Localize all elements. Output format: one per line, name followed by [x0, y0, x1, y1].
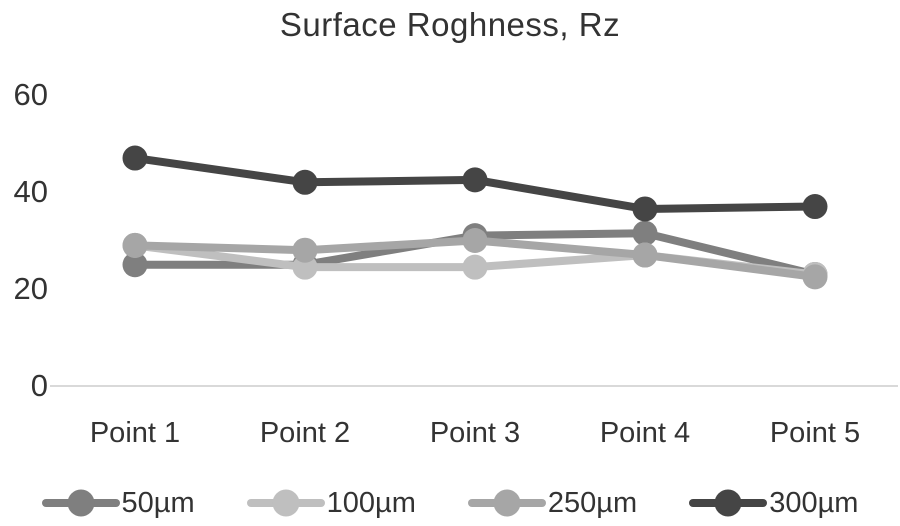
- x-category-label-1: Point 1: [89, 417, 181, 449]
- marker-250um-point-5: [802, 264, 828, 290]
- legend-label-300um: 300µm: [769, 487, 859, 519]
- legend-item-250um: 250µm: [467, 486, 638, 520]
- legend-marker-line-50um: [41, 489, 120, 517]
- marker-300um-point-5: [802, 194, 828, 220]
- legend: 50µm 100µm 250µm 300µm: [0, 486, 900, 520]
- marker-300um-point-1: [122, 145, 148, 171]
- marker-50um-point-4: [632, 220, 658, 246]
- legend-item-50um: 50µm: [41, 486, 195, 520]
- legend-marker-dot-100um: [272, 489, 300, 517]
- marker-100um-point-3: [462, 254, 488, 280]
- plot-area: [50, 145, 898, 387]
- marker-50um-point-1: [122, 252, 148, 278]
- legend-marker-dot-250um: [493, 489, 521, 517]
- legend-label-50um: 50µm: [121, 487, 195, 519]
- x-category-label-5: Point 5: [769, 417, 861, 449]
- legend-label-100um: 100µm: [326, 487, 416, 519]
- chart-title: Surface Roghness, Rz: [279, 6, 621, 43]
- legend-marker-dot-50um: [67, 489, 95, 517]
- legend-item-100um: 100µm: [246, 486, 416, 520]
- legend-marker-line-300um: [689, 489, 768, 517]
- y-tick-label-0: 0: [30, 368, 48, 403]
- legend-label-250um: 250µm: [547, 487, 638, 519]
- legend-marker-line-250um: [467, 489, 546, 517]
- marker-250um-point-1: [122, 232, 148, 258]
- y-tick-label-60: 60: [13, 77, 48, 112]
- y-tick-label-40: 40: [13, 174, 48, 209]
- marker-300um-point-3: [462, 167, 488, 193]
- legend-marker-line-100um: [246, 489, 325, 517]
- marker-300um-point-4: [632, 196, 658, 222]
- marker-250um-point-2: [292, 237, 318, 263]
- x-category-label-4: Point 4: [599, 417, 691, 449]
- legend-marker-dot-300um: [714, 489, 742, 517]
- y-tick-label-20: 20: [13, 271, 48, 306]
- marker-250um-point-3: [462, 228, 488, 253]
- legend-item-300um: 300µm: [689, 486, 858, 520]
- x-category-label-3: Point 3: [429, 417, 521, 449]
- marker-250um-point-4: [632, 242, 658, 268]
- marker-300um-point-2: [292, 169, 318, 195]
- x-category-label-2: Point 2: [259, 417, 351, 449]
